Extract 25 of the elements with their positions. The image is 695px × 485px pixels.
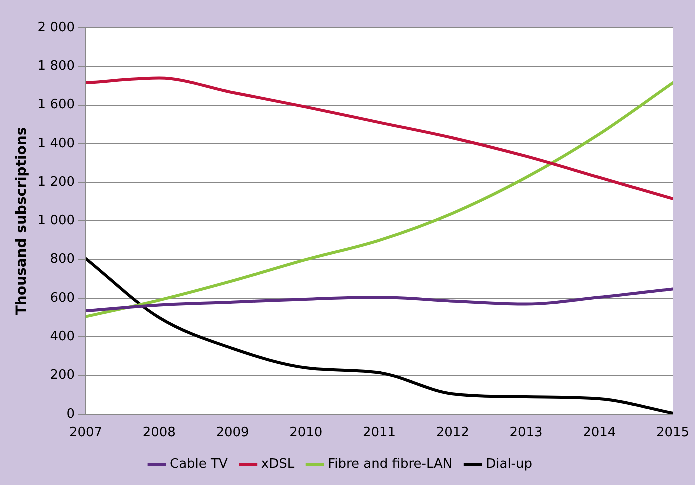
x-tick-label: 2015: [656, 426, 690, 441]
y-tick-label: 600: [50, 290, 76, 306]
y-tick-label: 1 600: [38, 98, 76, 113]
y-tick-label: 1 000: [38, 214, 76, 229]
y-tick-label: 800: [50, 252, 76, 268]
x-tick-label: 2012: [436, 426, 470, 441]
x-tick-label: 2013: [510, 426, 543, 441]
y-tick-label: 2 000: [38, 20, 76, 36]
y-tick-label: 0: [66, 406, 76, 422]
y-tick-label: 400: [50, 329, 76, 344]
x-tick-label: 2010: [290, 426, 323, 441]
legend-label: Dial-up: [486, 456, 532, 472]
y-tick-label: 1 800: [38, 59, 76, 74]
y-tick-label: 1 200: [38, 174, 76, 190]
y-tick-label: 1 400: [38, 136, 76, 152]
y-tick-label: 200: [50, 368, 76, 384]
y-axis-title: Thousand subscriptions: [14, 127, 30, 316]
x-tick-label: 2008: [142, 426, 176, 441]
x-tick-label: 2011: [362, 426, 396, 441]
legend-label: Fibre and fibre-LAN: [328, 456, 453, 472]
legend-label: Cable TV: [170, 456, 228, 472]
x-tick-label: 2007: [69, 426, 103, 441]
legend-label: xDSL: [261, 456, 296, 472]
x-tick-label: 2014: [583, 426, 616, 441]
x-tick-label: 2009: [216, 426, 250, 441]
